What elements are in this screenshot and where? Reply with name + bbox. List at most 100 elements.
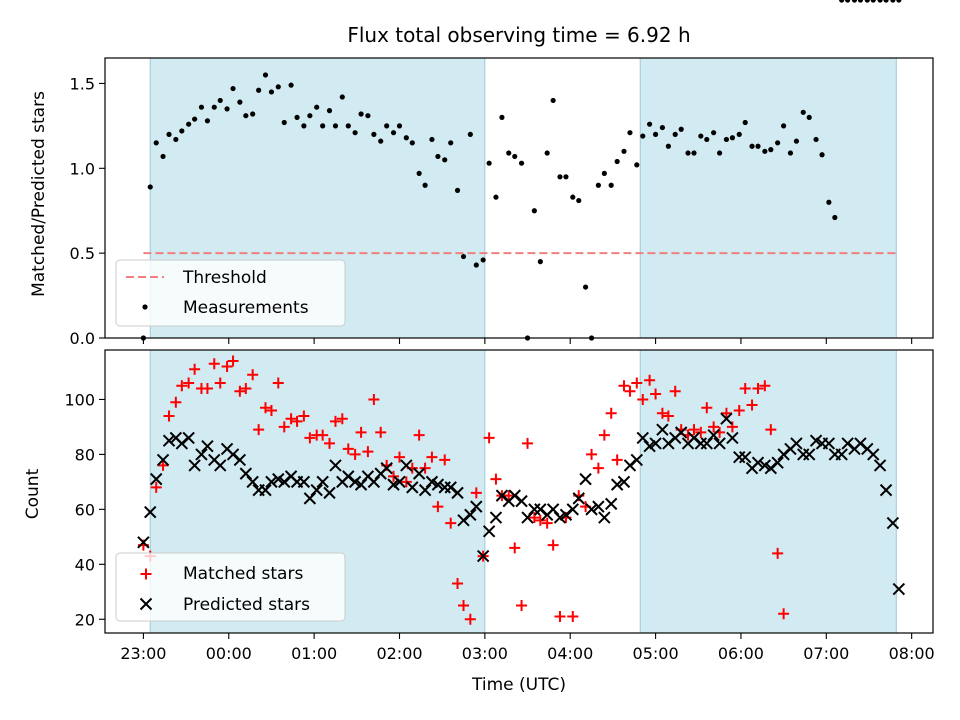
measurement-point	[435, 154, 440, 159]
measurement-point	[813, 137, 818, 142]
measurement-point	[781, 123, 786, 128]
measurement-point	[417, 171, 422, 176]
y-tick-label: 100	[64, 390, 95, 409]
legend-matched-label: Matched stars	[183, 564, 303, 584]
measurement-point	[506, 150, 511, 155]
measurement-point	[263, 72, 268, 77]
x-tick-label: 02:00	[376, 644, 422, 663]
measurement-point	[679, 127, 684, 132]
chart-title: Flux total observing time = 6.92 h	[347, 23, 690, 47]
measurement-point	[493, 195, 498, 200]
measurement-point	[826, 200, 831, 205]
measurement-point	[717, 150, 722, 155]
measurement-point	[333, 123, 338, 128]
measurement-point	[474, 262, 479, 267]
measurement-point	[282, 120, 287, 125]
measurement-point	[230, 86, 235, 91]
x-tick-label: 05:00	[633, 644, 679, 663]
measurement-point	[307, 113, 312, 118]
measurement-point	[148, 184, 153, 189]
measurement-point	[301, 123, 306, 128]
measurement-point	[673, 132, 678, 137]
x-tick-label: 07:00	[803, 644, 849, 663]
measurement-point	[358, 111, 363, 116]
figure: Flux total observing time = 6.92 h 0.0 0.…	[0, 0, 960, 720]
measurement-point	[576, 198, 581, 203]
measurement-point	[250, 111, 255, 116]
measurement-point	[698, 133, 703, 138]
x-tick-label: 01:00	[291, 644, 337, 663]
measurement-point	[570, 195, 575, 200]
measurement-point	[640, 133, 645, 138]
measurement-point	[365, 113, 370, 118]
top-y-axis-label: Matched/Predicted stars	[29, 91, 49, 297]
measurement-point	[532, 208, 537, 213]
measurement-point	[224, 106, 229, 111]
y-tick-label: 80	[75, 445, 95, 464]
measurement-point	[711, 130, 716, 135]
measurement-point	[788, 150, 793, 155]
measurement-point	[397, 123, 402, 128]
measurement-point	[371, 132, 376, 137]
shaded-region-2	[640, 58, 896, 338]
y-tick-label: 60	[75, 500, 95, 519]
measurement-point	[730, 135, 735, 140]
measurement-point	[519, 161, 524, 166]
measurement-point	[481, 257, 486, 262]
measurement-point	[807, 115, 812, 120]
measurement-point	[737, 132, 742, 137]
measurement-point	[212, 105, 217, 110]
measurement-point	[685, 150, 690, 155]
y-tick-label: 20	[75, 610, 95, 629]
measurement-point	[288, 83, 293, 88]
measurement-point	[563, 174, 568, 179]
measurement-point	[218, 98, 223, 103]
measurement-point	[243, 113, 248, 118]
measurement-point	[340, 94, 345, 99]
measurement-point	[666, 144, 671, 149]
measurement-point	[205, 118, 210, 123]
measurement-point	[609, 183, 614, 188]
measurement-point	[819, 152, 824, 157]
legend-predicted-label: Predicted stars	[183, 595, 310, 615]
measurement-point	[186, 122, 191, 127]
bottom-legend: Matched stars Predicted stars	[116, 553, 345, 621]
legend-threshold-label: Threshold	[182, 268, 267, 288]
measurement-point	[551, 98, 556, 103]
measurement-point	[384, 123, 389, 128]
measurement-point	[166, 132, 171, 137]
measurement-point	[327, 108, 332, 113]
measurement-point	[468, 132, 473, 137]
measurement-point	[173, 137, 178, 142]
measurement-point	[160, 154, 165, 159]
measurement-point	[461, 254, 466, 259]
measurement-point	[755, 144, 760, 149]
measurement-point	[660, 125, 665, 130]
measurement-point	[634, 162, 639, 167]
x-tick-label: 03:00	[462, 644, 508, 663]
measurement-point	[538, 259, 543, 264]
measurement-point	[410, 140, 415, 145]
measurement-point	[487, 161, 492, 166]
measurement-point	[512, 154, 517, 159]
measurement-point	[256, 88, 261, 93]
measurement-point	[499, 115, 504, 120]
measurement-point	[455, 188, 460, 193]
measurement-point	[602, 171, 607, 176]
measurement-point	[704, 137, 709, 142]
y-tick-label: 0.0	[70, 329, 95, 348]
measurement-point	[423, 183, 428, 188]
x-tick-label: 00:00	[206, 644, 252, 663]
y-tick-label: 0.5	[70, 244, 95, 263]
x-tick-label: 08:00	[889, 644, 935, 663]
measurement-point	[237, 100, 242, 105]
measurement-point	[154, 140, 159, 145]
measurement-point	[762, 149, 767, 154]
measurement-point	[429, 137, 434, 142]
measurement-point	[404, 135, 409, 140]
x-tick-label: 23:00	[120, 644, 166, 663]
measurement-point	[832, 215, 837, 220]
x-axis-label: Time (UTC)	[471, 675, 566, 695]
x-tick-label: 06:00	[718, 644, 764, 663]
measurement-point	[448, 140, 453, 145]
